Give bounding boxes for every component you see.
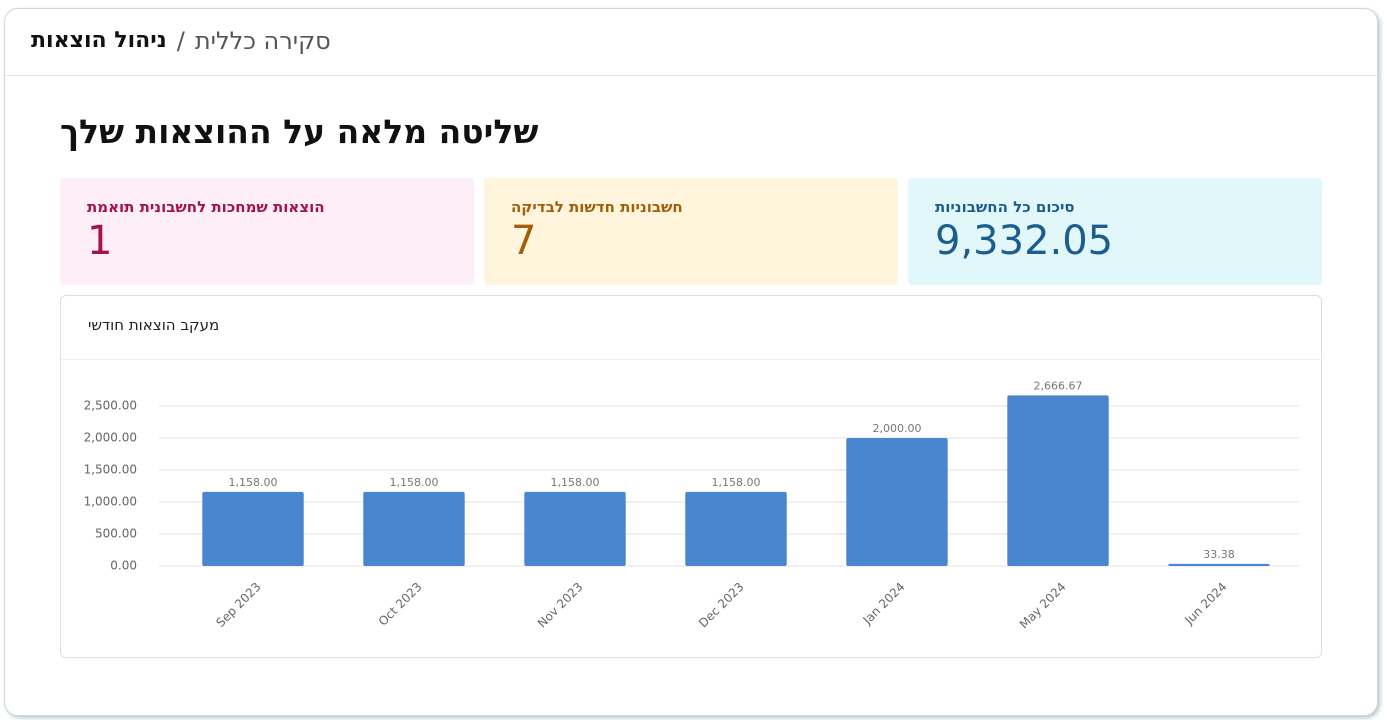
x-tick-label: May 2024 <box>1017 580 1069 632</box>
value-label: 1,158.00 <box>229 476 278 489</box>
y-tick-label: 1,500.00 <box>84 463 137 477</box>
x-tick-label: Jan 2024 <box>860 580 908 628</box>
y-tick-label: 1,000.00 <box>84 495 137 509</box>
breadcrumb: סקירה כללית / ניהול הוצאות <box>31 25 331 57</box>
stat-label: הוצאות שמחכות לחשבונית תואמת <box>87 198 325 216</box>
value-label: 2,666.67 <box>1034 379 1083 392</box>
y-tick-label: 0.00 <box>110 559 137 573</box>
chart-title: מעקב הוצאות חודשי <box>88 316 220 334</box>
breadcrumb-parent[interactable]: סקירה כללית <box>194 27 331 55</box>
bar <box>202 491 304 566</box>
chart-card: מעקב הוצאות חודשי 0.00 500.00 1,000.00 1,50… <box>60 295 1322 658</box>
stat-value: 7 <box>511 218 537 264</box>
x-tick-label: Jun 2024 <box>1181 580 1229 628</box>
breadcrumb-separator: / <box>176 27 185 55</box>
value-label: 1,158.00 <box>551 476 600 489</box>
chart: 0.00 500.00 1,000.00 1,500.00 2,000.00 2,500.… <box>84 379 1300 632</box>
bar <box>1007 395 1109 566</box>
bar <box>1168 563 1270 566</box>
x-tick-label: Nov 2023 <box>535 580 586 631</box>
headline: שליטה מלאה על ההוצאות שלך <box>60 112 539 151</box>
y-tick-label: 500.00 <box>95 527 137 541</box>
stat-value: 9,332.05 <box>935 218 1114 264</box>
value-label: 1,158.00 <box>712 476 761 489</box>
value-label: 33.38 <box>1203 548 1235 561</box>
stat-card[interactable]: חשבוניות חדשות לבדיקה 7 <box>484 178 898 285</box>
bar <box>846 438 948 566</box>
top-bar: סקירה כללית / ניהול הוצאות <box>5 9 1377 76</box>
bar <box>363 491 465 566</box>
x-tick-label: Sep 2023 <box>213 580 263 630</box>
y-tick-label: 2,000.00 <box>84 431 137 445</box>
y-tick-label: 2,500.00 <box>84 399 137 413</box>
stat-label: סיכום כל החשבוניות <box>935 198 1075 216</box>
chart-header: מעקב הוצאות חודשי <box>61 296 1321 360</box>
bar <box>524 491 626 566</box>
x-tick-label: Oct 2023 <box>376 580 425 629</box>
stat-card[interactable]: הוצאות שמחכות לחשבונית תואמת 1 <box>60 178 474 285</box>
stat-label: חשבוניות חדשות לבדיקה <box>511 198 683 216</box>
stat-card[interactable]: סיכום כל החשבוניות 9,332.05 <box>908 178 1322 285</box>
value-label: 2,000.00 <box>873 422 922 435</box>
bar <box>685 491 787 566</box>
value-label: 1,158.00 <box>390 476 439 489</box>
x-tick-label: Dec 2023 <box>696 580 747 631</box>
app-frame: סקירה כללית / ניהול הוצאות <box>4 8 1378 716</box>
breadcrumb-current: ניהול הוצאות <box>31 28 167 53</box>
stat-value: 1 <box>87 218 113 264</box>
